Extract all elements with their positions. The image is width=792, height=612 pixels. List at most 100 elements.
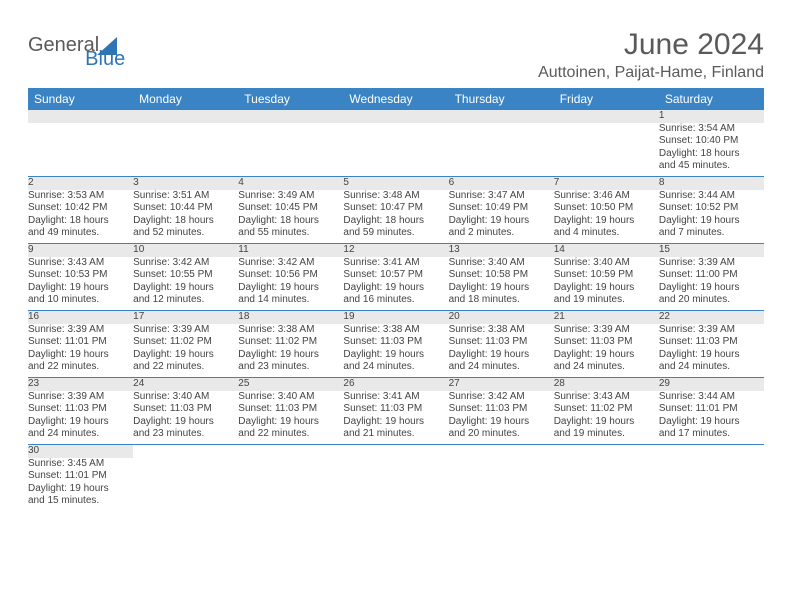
daylight-text-2: and 21 minutes. bbox=[343, 428, 448, 441]
daylight-text-2: and 24 minutes. bbox=[28, 428, 133, 441]
location-subtitle: Auttoinen, Paijat-Hame, Finland bbox=[538, 64, 764, 82]
day-detail-cell bbox=[238, 458, 343, 512]
day-number-cell: 11 bbox=[238, 244, 343, 257]
sunrise-text: Sunrise: 3:43 AM bbox=[28, 257, 133, 270]
day-number-cell: 23 bbox=[28, 378, 133, 391]
sunset-text: Sunset: 10:50 PM bbox=[554, 202, 659, 215]
daylight-text-1: Daylight: 19 hours bbox=[343, 282, 448, 295]
sunset-text: Sunset: 11:01 PM bbox=[28, 336, 133, 349]
day-detail-cell: Sunrise: 3:48 AMSunset: 10:47 PMDaylight… bbox=[343, 190, 448, 244]
sunrise-text: Sunrise: 3:38 AM bbox=[238, 324, 343, 337]
daylight-text-1: Daylight: 18 hours bbox=[343, 215, 448, 228]
sunrise-text: Sunrise: 3:54 AM bbox=[659, 123, 764, 136]
day-number-cell: 12 bbox=[343, 244, 448, 257]
day-detail-cell: Sunrise: 3:38 AMSunset: 11:03 PMDaylight… bbox=[343, 324, 448, 378]
daylight-text-1: Daylight: 19 hours bbox=[554, 416, 659, 429]
sunset-text: Sunset: 11:00 PM bbox=[659, 269, 764, 282]
day-detail-cell bbox=[554, 458, 659, 512]
day-detail-cell bbox=[133, 123, 238, 177]
daylight-text-1: Daylight: 19 hours bbox=[659, 349, 764, 362]
day-number-cell: 29 bbox=[659, 378, 764, 391]
day-detail-cell: Sunrise: 3:39 AMSunset: 11:02 PMDaylight… bbox=[133, 324, 238, 378]
day-detail-cell bbox=[659, 458, 764, 512]
day-detail-cell: Sunrise: 3:53 AMSunset: 10:42 PMDaylight… bbox=[28, 190, 133, 244]
sunrise-text: Sunrise: 3:49 AM bbox=[238, 190, 343, 203]
sunrise-text: Sunrise: 3:43 AM bbox=[554, 391, 659, 404]
day-detail-cell: Sunrise: 3:40 AMSunset: 11:03 PMDaylight… bbox=[133, 391, 238, 445]
sunrise-text: Sunrise: 3:47 AM bbox=[449, 190, 554, 203]
day-detail-cell: Sunrise: 3:41 AMSunset: 10:57 PMDaylight… bbox=[343, 257, 448, 311]
sunrise-text: Sunrise: 3:51 AM bbox=[133, 190, 238, 203]
sunrise-text: Sunrise: 3:39 AM bbox=[28, 324, 133, 337]
day-detail-cell: Sunrise: 3:43 AMSunset: 11:02 PMDaylight… bbox=[554, 391, 659, 445]
day-number-cell bbox=[449, 110, 554, 123]
sunrise-text: Sunrise: 3:42 AM bbox=[133, 257, 238, 270]
day-number-cell bbox=[554, 445, 659, 458]
day-detail-cell: Sunrise: 3:38 AMSunset: 11:02 PMDaylight… bbox=[238, 324, 343, 378]
weekday-header: Monday bbox=[133, 88, 238, 110]
sunset-text: Sunset: 11:03 PM bbox=[343, 403, 448, 416]
day-number-cell bbox=[133, 110, 238, 123]
day-number-cell: 25 bbox=[238, 378, 343, 391]
day-number-cell: 5 bbox=[343, 177, 448, 190]
sunset-text: Sunset: 11:03 PM bbox=[449, 336, 554, 349]
sunrise-text: Sunrise: 3:39 AM bbox=[133, 324, 238, 337]
day-detail-row: Sunrise: 3:45 AMSunset: 11:01 PMDaylight… bbox=[28, 458, 764, 512]
day-detail-cell: Sunrise: 3:39 AMSunset: 11:03 PMDaylight… bbox=[28, 391, 133, 445]
day-number-cell: 8 bbox=[659, 177, 764, 190]
day-number-cell: 24 bbox=[133, 378, 238, 391]
sunset-text: Sunset: 11:02 PM bbox=[554, 403, 659, 416]
daylight-text-2: and 2 minutes. bbox=[449, 227, 554, 240]
daylight-text-1: Daylight: 18 hours bbox=[659, 148, 764, 161]
day-number-cell: 2 bbox=[28, 177, 133, 190]
sunrise-text: Sunrise: 3:40 AM bbox=[238, 391, 343, 404]
daylight-text-2: and 22 minutes. bbox=[238, 428, 343, 441]
day-number-cell bbox=[238, 445, 343, 458]
day-number-row: 23242526272829 bbox=[28, 378, 764, 391]
day-number-cell: 17 bbox=[133, 311, 238, 324]
day-number-cell: 16 bbox=[28, 311, 133, 324]
day-detail-cell: Sunrise: 3:39 AMSunset: 11:03 PMDaylight… bbox=[554, 324, 659, 378]
day-number-row: 30 bbox=[28, 445, 764, 458]
sunset-text: Sunset: 11:02 PM bbox=[238, 336, 343, 349]
day-number-cell bbox=[133, 445, 238, 458]
sunset-text: Sunset: 10:57 PM bbox=[343, 269, 448, 282]
day-detail-cell bbox=[343, 123, 448, 177]
daylight-text-2: and 19 minutes. bbox=[554, 428, 659, 441]
daylight-text-1: Daylight: 19 hours bbox=[554, 282, 659, 295]
day-detail-row: Sunrise: 3:39 AMSunset: 11:03 PMDaylight… bbox=[28, 391, 764, 445]
day-number-cell bbox=[28, 110, 133, 123]
day-detail-row: Sunrise: 3:43 AMSunset: 10:53 PMDaylight… bbox=[28, 257, 764, 311]
daylight-text-2: and 15 minutes. bbox=[28, 495, 133, 508]
daylight-text-1: Daylight: 19 hours bbox=[133, 282, 238, 295]
day-detail-cell: Sunrise: 3:42 AMSunset: 10:55 PMDaylight… bbox=[133, 257, 238, 311]
daylight-text-1: Daylight: 19 hours bbox=[28, 416, 133, 429]
day-detail-row: Sunrise: 3:54 AMSunset: 10:40 PMDaylight… bbox=[28, 123, 764, 177]
daylight-text-2: and 24 minutes. bbox=[449, 361, 554, 374]
weekday-header-row: Sunday Monday Tuesday Wednesday Thursday… bbox=[28, 88, 764, 110]
day-number-cell: 22 bbox=[659, 311, 764, 324]
sunrise-text: Sunrise: 3:53 AM bbox=[28, 190, 133, 203]
sunrise-text: Sunrise: 3:38 AM bbox=[343, 324, 448, 337]
day-number-row: 9101112131415 bbox=[28, 244, 764, 257]
day-detail-cell: Sunrise: 3:40 AMSunset: 10:59 PMDaylight… bbox=[554, 257, 659, 311]
day-number-cell: 13 bbox=[449, 244, 554, 257]
sunset-text: Sunset: 11:01 PM bbox=[659, 403, 764, 416]
daylight-text-1: Daylight: 19 hours bbox=[28, 483, 133, 496]
day-detail-cell bbox=[343, 458, 448, 512]
day-detail-row: Sunrise: 3:53 AMSunset: 10:42 PMDaylight… bbox=[28, 190, 764, 244]
day-detail-cell: Sunrise: 3:40 AMSunset: 11:03 PMDaylight… bbox=[238, 391, 343, 445]
sunset-text: Sunset: 10:55 PM bbox=[133, 269, 238, 282]
day-number-cell: 6 bbox=[449, 177, 554, 190]
daylight-text-2: and 7 minutes. bbox=[659, 227, 764, 240]
daylight-text-1: Daylight: 19 hours bbox=[554, 215, 659, 228]
day-number-row: 1 bbox=[28, 110, 764, 123]
daylight-text-2: and 52 minutes. bbox=[133, 227, 238, 240]
daylight-text-1: Daylight: 18 hours bbox=[133, 215, 238, 228]
day-detail-cell: Sunrise: 3:39 AMSunset: 11:03 PMDaylight… bbox=[659, 324, 764, 378]
daylight-text-2: and 22 minutes. bbox=[133, 361, 238, 374]
daylight-text-2: and 4 minutes. bbox=[554, 227, 659, 240]
day-number-cell: 1 bbox=[659, 110, 764, 123]
day-number-cell: 9 bbox=[28, 244, 133, 257]
sunset-text: Sunset: 10:47 PM bbox=[343, 202, 448, 215]
